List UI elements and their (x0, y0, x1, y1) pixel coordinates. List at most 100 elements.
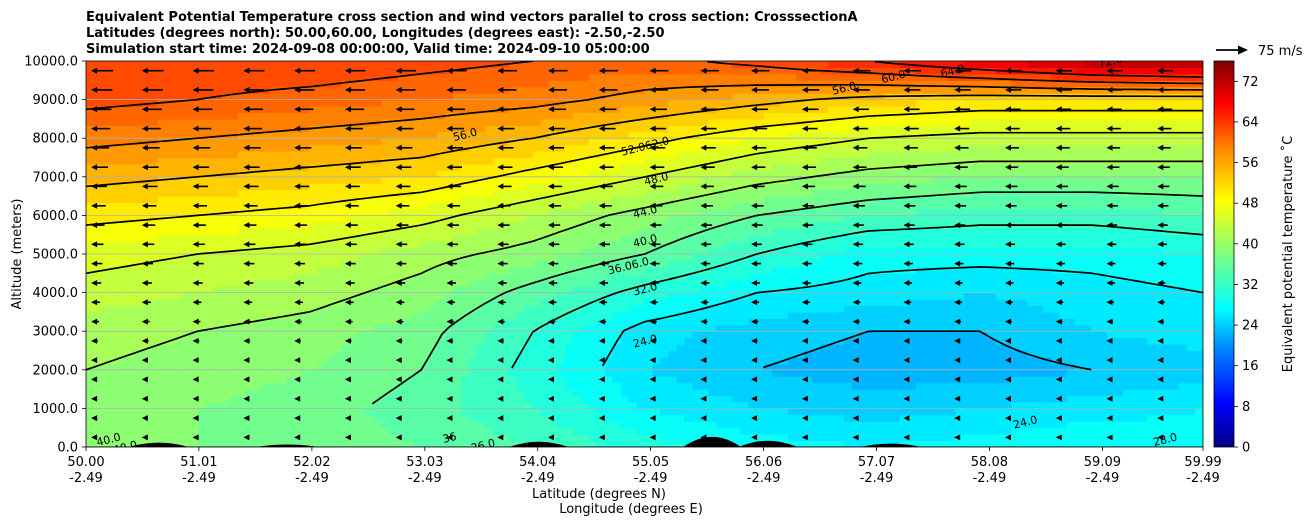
field-cell (1131, 292, 1140, 300)
field-cell (939, 350, 949, 358)
field-cell (1019, 356, 1029, 364)
field-cell (708, 389, 717, 397)
field-cell (780, 408, 789, 416)
field-cell (285, 260, 295, 268)
field-cell (261, 440, 271, 447)
field-cell (995, 414, 1005, 422)
field-cell (253, 427, 263, 435)
field-cell (277, 356, 287, 364)
field-cell (93, 382, 103, 390)
field-cell (580, 350, 590, 358)
field-cell (476, 408, 486, 416)
field-cell (1035, 389, 1045, 397)
field-cell (157, 376, 167, 384)
field-cell (181, 299, 191, 307)
field-cell (1075, 382, 1084, 390)
field-cell (596, 266, 606, 274)
field-cell (381, 414, 390, 422)
field-cell (333, 234, 342, 242)
field-cell (429, 363, 438, 371)
field-cell (772, 279, 781, 287)
field-cell (1099, 286, 1108, 294)
field-cell (325, 376, 334, 384)
field-cell (245, 389, 255, 397)
field-cell (716, 401, 725, 409)
field-cell (1131, 421, 1140, 429)
field-cell (157, 331, 167, 339)
field-cell (1195, 401, 1203, 409)
field-cell (684, 401, 693, 409)
field-cell (349, 382, 358, 390)
field-cell (1115, 421, 1124, 429)
field-cell (437, 369, 446, 377)
field-cell (1139, 363, 1148, 371)
field-cell (492, 234, 502, 242)
field-cell (883, 427, 893, 435)
field-cell (1059, 389, 1068, 397)
field-cell (628, 234, 638, 242)
field-cell (173, 221, 183, 229)
field-cell (157, 318, 167, 326)
field-cell (636, 241, 646, 249)
field-cell (1179, 389, 1188, 397)
field-cell (269, 401, 279, 409)
field-cell (604, 311, 614, 319)
field-cell (812, 350, 821, 358)
field-cell (843, 337, 853, 345)
field-cell (413, 292, 422, 300)
field-cell (796, 234, 805, 242)
field-cell (484, 331, 494, 339)
field-cell (181, 305, 191, 313)
field-cell (692, 356, 701, 364)
field-cell (285, 356, 295, 364)
field-cell (963, 376, 973, 384)
field-cell (460, 337, 470, 345)
field-cell (572, 350, 582, 358)
field-cell (389, 247, 398, 255)
field-cell (564, 344, 574, 352)
field-cell (772, 369, 781, 377)
field-cell (676, 299, 685, 307)
field-cell (588, 215, 598, 223)
field-cell (269, 363, 279, 371)
field-cell (341, 286, 350, 294)
field-cell (157, 311, 167, 319)
field-cell (804, 395, 813, 403)
field-cell (229, 395, 239, 403)
field-cell (652, 395, 662, 403)
field-cell (1059, 247, 1068, 255)
field-cell (333, 350, 342, 358)
field-cell (1011, 427, 1021, 435)
field-cell (1043, 247, 1053, 255)
field-cell (548, 363, 558, 371)
field-cell (101, 440, 111, 447)
field-cell (668, 389, 678, 397)
field-cell (1171, 299, 1180, 307)
field-cell (205, 401, 215, 409)
field-cell (516, 254, 526, 262)
field-cell (668, 286, 678, 294)
field-cell (636, 299, 646, 307)
field-cell (540, 356, 550, 364)
field-cell (445, 408, 454, 416)
field-cell (780, 382, 789, 390)
field-cell (652, 421, 662, 429)
field-cell (389, 440, 398, 447)
field-cell (269, 331, 279, 339)
field-cell (468, 421, 478, 429)
field-cell (580, 356, 590, 364)
field-cell (899, 363, 909, 371)
field-cell (716, 241, 725, 249)
field-cell (245, 305, 255, 313)
field-cell (764, 299, 773, 307)
field-cell (93, 215, 103, 223)
field-cell (995, 363, 1005, 371)
field-cell (724, 427, 733, 435)
field-cell (237, 434, 247, 442)
field-cell (484, 389, 494, 397)
field-cell (229, 401, 239, 409)
field-cell (421, 292, 430, 300)
field-cell (221, 305, 231, 313)
field-cell (381, 260, 390, 268)
field-cell (963, 254, 973, 262)
